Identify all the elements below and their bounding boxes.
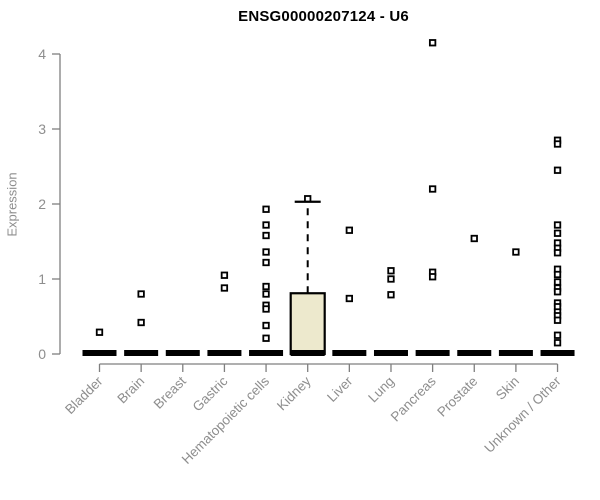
outlier-point: [262, 305, 270, 313]
boxplot-median-bar: [82, 350, 117, 356]
y-tick-label: 3: [38, 121, 46, 137]
outlier-point: [553, 339, 562, 347]
outlier-point: [95, 328, 104, 336]
boxplot-median-bar: [124, 350, 159, 356]
boxplot-median-bar: [498, 350, 533, 356]
boxplot-median-bar: [332, 350, 367, 356]
y-tick-label: 1: [38, 271, 46, 287]
x-tick-label: Kidney: [274, 373, 314, 413]
outlier-point: [262, 290, 270, 298]
y-tick-label: 4: [38, 46, 46, 62]
x-tick-label: Bladder: [62, 373, 106, 417]
chart-title: ENSG00000207124 - U6: [238, 8, 409, 25]
outlier-point: [553, 229, 562, 237]
x-tick-label: Skin: [493, 374, 522, 403]
x-tick-label: Prostate: [434, 374, 480, 420]
outlier-point: [553, 221, 562, 229]
outlier-point: [387, 291, 395, 299]
outlier-point: [553, 316, 562, 324]
x-tick-label: Pancreas: [388, 373, 439, 424]
outlier-point: [428, 273, 437, 281]
outlier-point: [553, 331, 562, 339]
outlier-point: [428, 185, 437, 193]
outlier-point: [345, 294, 353, 303]
outlier-point: [553, 278, 562, 286]
outlier-point: [262, 248, 270, 256]
outlier-point: [470, 234, 478, 243]
outlier-point: [137, 290, 145, 298]
outlier-point: [304, 195, 312, 203]
x-tick-label: Gastric: [190, 373, 231, 414]
outlier-point: [262, 321, 270, 330]
outlier-point: [553, 166, 562, 174]
outlier-point: [262, 334, 270, 342]
boxplot-median-bar: [290, 350, 325, 356]
outlier-point: [262, 231, 270, 240]
outlier-point: [262, 282, 270, 291]
boxplot-box: [289, 292, 326, 356]
outlier-point: [553, 288, 562, 296]
outlier-point: [387, 267, 395, 275]
outlier-point: [220, 271, 229, 279]
outlier-point: [553, 270, 562, 279]
boxplot-median-bar: [457, 350, 492, 356]
outlier-point: [553, 249, 562, 257]
boxplot-median-bar: [249, 350, 284, 356]
boxplot-median-bar: [540, 350, 575, 356]
y-tick-label: 0: [38, 346, 46, 362]
outlier-point: [345, 226, 353, 234]
outlier-point: [137, 318, 145, 327]
outlier-point: [428, 39, 437, 47]
x-tick-label: Lung: [365, 374, 397, 406]
outlier-point: [512, 248, 520, 256]
outlier-point: [220, 284, 229, 292]
x-tick-label: Liver: [324, 373, 356, 405]
x-tick-label: Breast: [151, 373, 189, 411]
y-tick-label: 2: [38, 196, 46, 212]
x-tick-label: Brain: [114, 374, 147, 407]
boxplot-median-bar: [373, 350, 408, 356]
boxplot-median-bar: [165, 350, 200, 356]
outlier-point: [262, 205, 270, 213]
boxplot-median-bar: [415, 350, 450, 356]
outlier-point: [387, 275, 395, 283]
outlier-point: [262, 221, 270, 229]
x-tick-label: Unknown / Other: [481, 373, 564, 456]
outlier-point: [262, 258, 270, 267]
boxplot-median-bar: [207, 350, 242, 356]
outlier-point: [553, 140, 562, 148]
